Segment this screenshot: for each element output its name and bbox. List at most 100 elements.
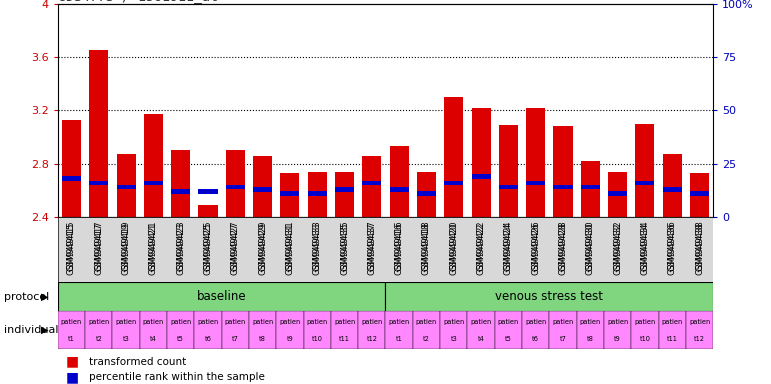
Text: t7: t7 [560, 336, 567, 342]
Bar [335, 187, 354, 192]
Text: t6: t6 [532, 336, 539, 342]
Text: GSM949427: GSM949427 [231, 222, 240, 275]
Text: GSM949415: GSM949415 [67, 222, 76, 275]
Text: venous stress test: venous stress test [495, 290, 604, 303]
Bar [226, 185, 245, 189]
Bar [658, 311, 686, 349]
Bar [85, 311, 113, 349]
Text: GSM949432: GSM949432 [613, 222, 622, 275]
Text: t3: t3 [123, 336, 130, 342]
Bar [308, 172, 327, 217]
Text: t3: t3 [450, 336, 457, 342]
Bar [171, 151, 190, 217]
Text: t2: t2 [423, 336, 430, 342]
Text: GSM949417: GSM949417 [94, 222, 103, 275]
Text: GSM949429: GSM949429 [258, 220, 267, 271]
Text: GSM949434: GSM949434 [641, 222, 649, 275]
Bar [198, 205, 217, 217]
Bar [526, 180, 545, 185]
Text: GSM949423: GSM949423 [177, 220, 185, 271]
Text: GSM949435: GSM949435 [340, 220, 349, 271]
Bar [554, 126, 573, 217]
Text: patien: patien [580, 319, 601, 325]
Bar [308, 191, 327, 196]
Text: GSM949425: GSM949425 [204, 220, 213, 271]
Text: patien: patien [525, 319, 547, 325]
Text: GSM949419: GSM949419 [122, 222, 130, 275]
Bar [690, 173, 709, 217]
Text: GSM949429: GSM949429 [258, 222, 267, 275]
Text: t9: t9 [287, 336, 293, 342]
Bar [386, 282, 713, 311]
Text: patien: patien [61, 319, 82, 325]
Bar [221, 311, 249, 349]
Bar [554, 185, 573, 189]
Text: t8: t8 [259, 336, 266, 342]
Text: patien: patien [662, 319, 683, 325]
Bar [662, 187, 682, 192]
Bar [444, 180, 463, 185]
Text: t4: t4 [150, 336, 157, 342]
Bar [577, 311, 604, 349]
Text: t12: t12 [694, 336, 705, 342]
Bar [304, 311, 331, 349]
Text: GSM949433: GSM949433 [313, 220, 322, 271]
Bar [140, 311, 167, 349]
Bar [686, 311, 713, 349]
Text: t1: t1 [68, 336, 75, 342]
Bar [444, 97, 463, 217]
Text: patien: patien [443, 319, 464, 325]
Text: GSM949421: GSM949421 [149, 220, 158, 271]
Text: GSM949417: GSM949417 [94, 220, 103, 271]
Bar [467, 311, 495, 349]
Text: GSM949438: GSM949438 [695, 222, 704, 275]
Text: t11: t11 [339, 336, 350, 342]
Bar [604, 311, 631, 349]
Text: patien: patien [307, 319, 328, 325]
Text: GSM949436: GSM949436 [668, 222, 677, 275]
Text: GSM949419: GSM949419 [122, 220, 130, 271]
Bar [581, 185, 600, 189]
Text: ■: ■ [66, 370, 79, 384]
Bar [89, 180, 109, 185]
Bar [362, 180, 382, 185]
Bar [362, 156, 382, 217]
Text: GSM949422: GSM949422 [476, 220, 486, 271]
Bar [389, 187, 409, 192]
Bar [417, 172, 436, 217]
Bar [194, 311, 222, 349]
Bar [62, 120, 81, 217]
Bar [113, 311, 140, 349]
Text: t7: t7 [232, 336, 239, 342]
Text: GSM949420: GSM949420 [449, 222, 458, 275]
Text: t12: t12 [366, 336, 377, 342]
Bar [58, 311, 85, 349]
Text: patien: patien [689, 319, 710, 325]
Text: GSM949422: GSM949422 [476, 222, 486, 275]
Bar [472, 108, 490, 217]
Bar [89, 50, 109, 217]
Text: GSM949426: GSM949426 [531, 220, 540, 271]
Text: t5: t5 [177, 336, 184, 342]
Bar [253, 187, 272, 192]
Bar [144, 114, 163, 217]
Text: ▶: ▶ [41, 325, 49, 335]
Bar [144, 180, 163, 185]
Text: patien: patien [88, 319, 109, 325]
Text: patien: patien [224, 319, 246, 325]
Bar [281, 191, 299, 196]
Text: percentile rank within the sample: percentile rank within the sample [89, 372, 264, 382]
Text: t5: t5 [505, 336, 512, 342]
Text: transformed count: transformed count [89, 356, 186, 367]
Bar [499, 125, 518, 217]
Bar [635, 124, 655, 217]
Bar [62, 176, 81, 181]
Text: GSM949431: GSM949431 [285, 222, 295, 275]
Bar [389, 146, 409, 217]
Bar [417, 191, 436, 196]
Text: t1: t1 [396, 336, 402, 342]
Bar [276, 311, 304, 349]
Text: GSM949432: GSM949432 [613, 220, 622, 271]
Text: patien: patien [389, 319, 409, 325]
Text: patien: patien [334, 319, 355, 325]
